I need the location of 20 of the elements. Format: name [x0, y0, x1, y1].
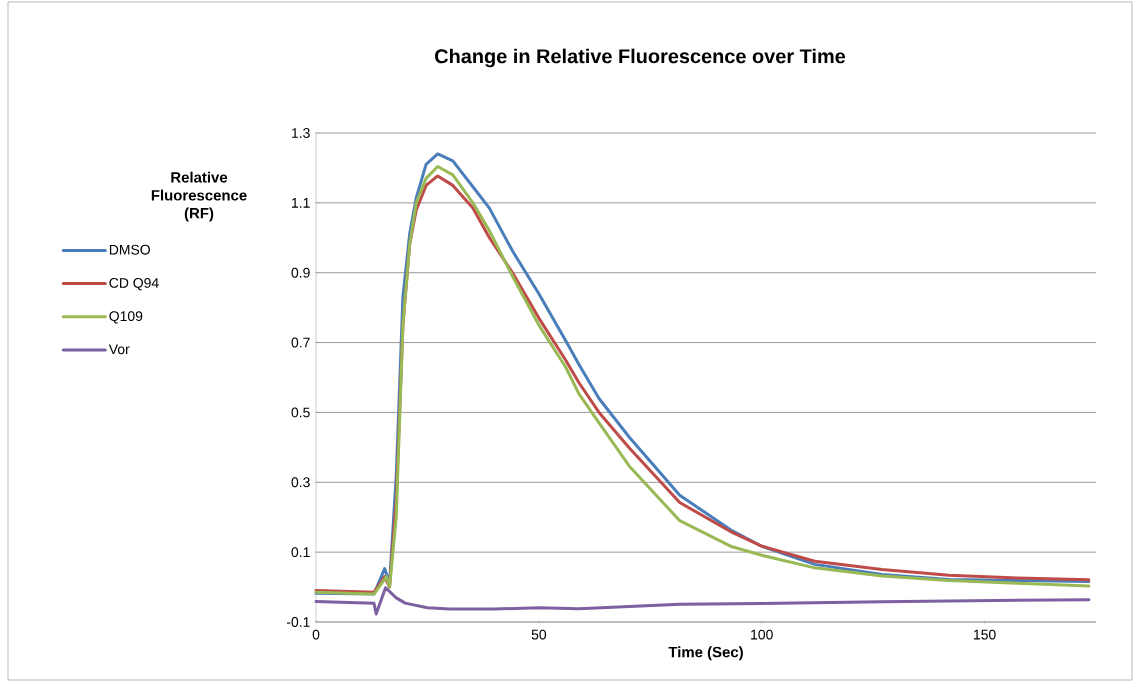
- x-tick-label: 100: [751, 629, 773, 640]
- y-tick-label: 0.7: [291, 337, 310, 348]
- legend-label: Q109: [109, 311, 143, 324]
- y-tick-label: -0.1: [286, 617, 310, 627]
- x-tick-label: 50: [531, 629, 547, 640]
- legend-label: DMSO: [109, 244, 150, 255]
- x-axis-title: Time (Sec): [668, 646, 743, 661]
- y-tick-label: 0.5: [291, 407, 310, 418]
- y-tick-label: 0.1: [291, 547, 310, 558]
- y-tick-label: 1.3: [292, 128, 310, 138]
- y-tick-label: 0.9: [291, 267, 310, 278]
- chart-title: Change in Relative Fluorescence over Time: [435, 48, 846, 68]
- y-tick-label: 0.3: [291, 477, 310, 488]
- line-series: [314, 586, 1091, 616]
- legend-label: CD Q94: [109, 277, 159, 291]
- x-tick-label: 0: [312, 629, 320, 640]
- legend-label: Vor: [108, 344, 130, 355]
- x-tick-label: 150: [974, 629, 996, 640]
- y-axis-title: Relative Fluorescence (RF): [151, 171, 247, 222]
- y-tick-label: 1.1: [292, 198, 310, 208]
